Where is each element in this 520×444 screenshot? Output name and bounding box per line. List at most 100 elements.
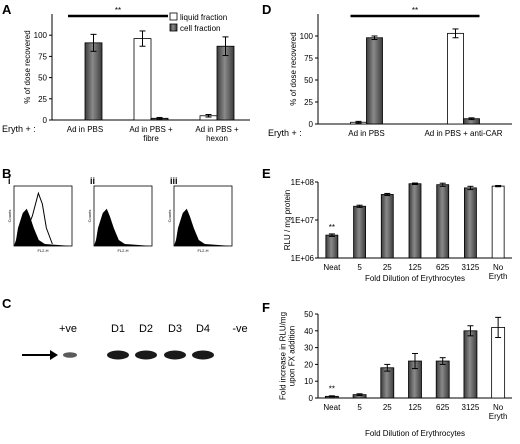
- y-tick-label: 1E+06: [291, 254, 315, 263]
- bar: [133, 38, 152, 121]
- histogram-x-label: FL2-H: [117, 248, 128, 253]
- panel-letter-c: C: [2, 296, 12, 311]
- x-tick-label: Ad in PBS: [348, 129, 384, 138]
- y-tick-label: 100: [300, 32, 314, 41]
- bar: [436, 184, 450, 259]
- significance-marker: **: [329, 223, 335, 232]
- bar: [366, 37, 383, 125]
- y-tick-label: 1E+07: [291, 216, 315, 225]
- bar: [463, 330, 478, 399]
- y-tick-label: 100: [34, 31, 48, 40]
- y-tick-label: 0: [43, 116, 48, 125]
- significance-marker: **: [115, 6, 121, 15]
- x-tick-label: Neat: [323, 263, 341, 272]
- bar: [380, 367, 395, 399]
- lane-label: D1: [111, 323, 125, 335]
- histogram-y-label: Counts: [7, 210, 12, 223]
- x-tick-label: 3125: [462, 403, 480, 412]
- x-tick-label: No: [493, 403, 504, 412]
- histogram-filled-peak: [94, 208, 152, 246]
- bar: [491, 327, 506, 399]
- subpanel-label: iii: [170, 176, 178, 186]
- x-tick-label: 5: [357, 403, 362, 412]
- blot-band: [164, 350, 186, 360]
- histogram-x-label: FL2-H: [37, 248, 48, 253]
- panel-letter-f: F: [262, 300, 270, 315]
- panel-letter-b: B: [2, 166, 11, 181]
- histogram-y-label: Counts: [167, 210, 172, 223]
- y-tick-label: 50: [304, 310, 313, 319]
- y-tick-label: 10: [304, 377, 313, 386]
- x-tick-label: 125: [408, 263, 422, 272]
- x-axis-label: Fold Dilution of Erythrocytes: [365, 274, 465, 283]
- histogram-open-peak: [19, 191, 53, 247]
- y-tick-label: 25: [304, 98, 313, 107]
- lane-label: D3: [168, 323, 182, 335]
- histogram-filled-peak: [174, 208, 232, 246]
- x-axis-label: Fold Dilution of Erythrocytes: [365, 429, 465, 438]
- bar: [353, 205, 366, 259]
- x-tick-label: 625: [436, 263, 450, 272]
- bar: [408, 183, 422, 259]
- x-tick-label: Ad in PBS: [67, 125, 103, 134]
- bar: [84, 42, 103, 121]
- x-tick-label: fibre: [143, 134, 159, 143]
- y-tick-label: 30: [304, 344, 313, 353]
- bar: [216, 45, 235, 121]
- significance-marker: **: [329, 384, 335, 393]
- y-tick-label: 1E+08: [291, 178, 315, 187]
- blot-band: [107, 350, 129, 360]
- x-tick-label: 625: [436, 403, 450, 412]
- y-tick-label: 0: [309, 120, 314, 129]
- subpanel-label: i: [8, 176, 11, 186]
- panel-letter-a: A: [2, 2, 12, 17]
- x-tick-label: 125: [408, 403, 422, 412]
- y-axis-label: Fold increase in RLU/mg: [279, 312, 288, 400]
- y-tick-label: 50: [38, 74, 47, 83]
- bar: [447, 32, 464, 125]
- y-axis-label: upon FX addition: [288, 326, 297, 387]
- panel-letter-d: D: [262, 2, 271, 17]
- x-tick-label: Ad in PBS + anti-CAR: [424, 129, 502, 138]
- panel-b-histograms: i Counts FL2-H ii Counts FL2-H iii Counts FL2-H: [7, 176, 233, 253]
- bar: [380, 194, 394, 259]
- y-tick-label: 40: [304, 327, 313, 336]
- panel-letter-e: E: [262, 166, 271, 181]
- x-tick-label: Eryth: [489, 412, 508, 421]
- blot-band: [135, 350, 157, 360]
- y-axis-label: RLU / mg protein: [283, 190, 292, 250]
- y-tick-label: 20: [304, 360, 313, 369]
- lane-label: +ve: [59, 323, 77, 335]
- legend-swatch: [169, 23, 178, 32]
- arrow-head: [50, 350, 58, 360]
- bar: [325, 234, 339, 259]
- x-tick-label: Neat: [323, 403, 341, 412]
- row-label: Eryth + :: [2, 124, 36, 134]
- y-tick-label: 0: [309, 394, 314, 403]
- significance-marker: **: [412, 6, 418, 15]
- panel-d-chart: 0 25 50 75 100% of dose recovered Ad in PBS Ad…: [268, 6, 512, 138]
- bar: [464, 187, 477, 259]
- blot-band: [63, 352, 77, 358]
- x-tick-label: 25: [383, 263, 392, 272]
- x-tick-label: 3125: [462, 263, 480, 272]
- bar: [491, 185, 505, 259]
- lane-label: D2: [139, 323, 153, 335]
- x-tick-label: No: [493, 263, 504, 272]
- histogram-y-label: Counts: [87, 210, 92, 223]
- row-label: Eryth + :: [268, 128, 302, 138]
- subpanel-label: ii: [90, 176, 95, 186]
- y-tick-label: 25: [38, 95, 47, 104]
- x-tick-label: Eryth: [489, 272, 508, 281]
- lane-label: -ve: [232, 323, 247, 335]
- panel-c-blot: +ve D1 D2 D3 D4 -ve: [22, 323, 248, 360]
- y-axis-label: % of dose recovered: [289, 32, 298, 105]
- legend-swatch: [169, 12, 178, 21]
- y-tick-label: 50: [304, 76, 313, 85]
- histogram-x-label: FL2-H: [197, 248, 208, 253]
- histogram-filled-peak: [14, 208, 72, 246]
- y-tick-label: 75: [38, 52, 47, 61]
- x-tick-label: hexon: [206, 134, 228, 143]
- panel-a-chart: 0 25 50 75 100% of dose recovered Ad in PBS Ad…: [2, 6, 250, 143]
